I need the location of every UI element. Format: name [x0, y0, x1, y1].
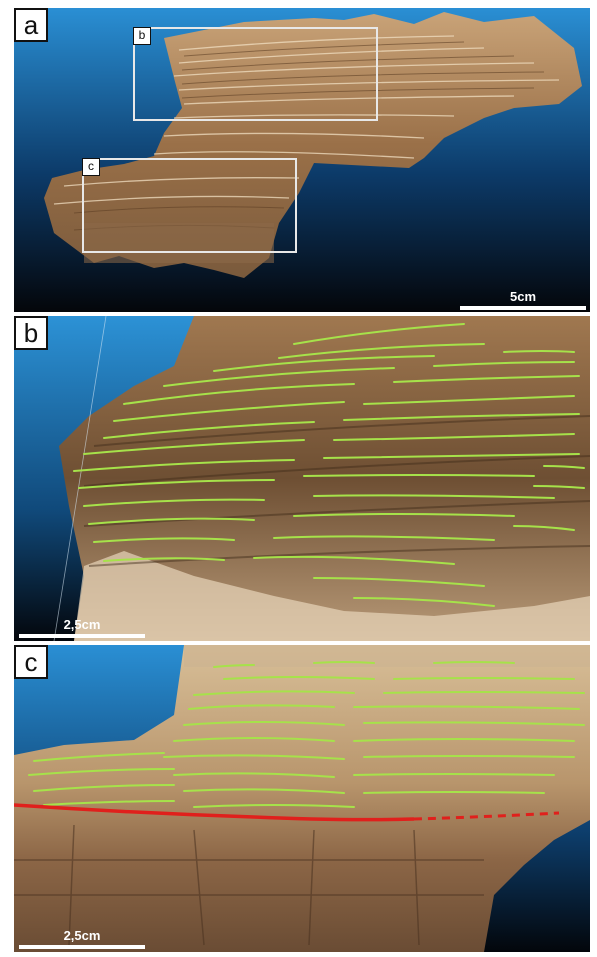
inset-b-label: b: [133, 27, 151, 45]
panel-c-detail: c 2,5cm: [14, 645, 590, 952]
scale-bar-5cm: 5cm: [460, 288, 586, 310]
panel-c-label: c: [14, 645, 48, 679]
scale-bar-2-5cm-b: 2,5cm: [19, 616, 145, 638]
lamina-traces-b: [73, 323, 585, 607]
inset-c-label: c: [82, 158, 100, 176]
scale-bar-2-5cm-c: 2,5cm: [19, 927, 145, 949]
panel-a-overview: a b c 5cm: [14, 8, 590, 312]
scale-bar-label: 2,5cm: [63, 617, 101, 632]
panel-b-label: b: [14, 316, 48, 350]
inset-box-b: b: [133, 27, 378, 121]
inset-box-c: c: [82, 158, 297, 253]
scale-bar-label: 2,5cm: [63, 928, 101, 943]
scale-bar-label: 5cm: [509, 289, 537, 304]
rock-outcrop-overview-image: [14, 8, 590, 312]
lamina-traces-c: [28, 661, 585, 808]
scale-bar-line: [19, 634, 145, 638]
panel-a-label: a: [14, 8, 48, 42]
contact-trace-dashed: [413, 811, 560, 821]
scale-bar-line: [19, 945, 145, 949]
rock-detail-c-image: [14, 645, 590, 952]
scale-bar-line: [460, 306, 586, 310]
contact-trace-solid: [14, 803, 415, 822]
panel-b-detail: b 2,5cm: [14, 316, 590, 641]
rock-detail-b-image: [14, 316, 590, 641]
